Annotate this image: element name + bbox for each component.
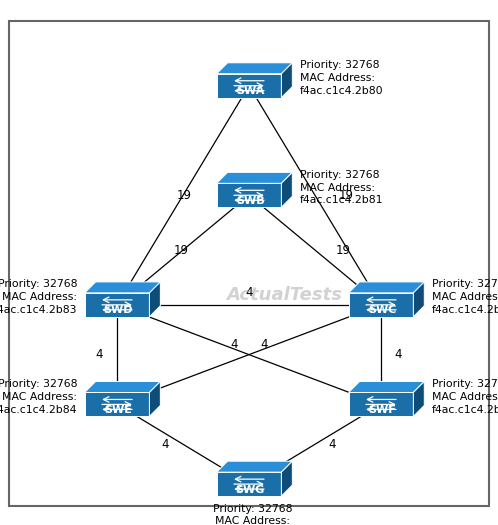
Polygon shape xyxy=(349,282,424,293)
Polygon shape xyxy=(217,63,292,74)
Polygon shape xyxy=(349,293,413,317)
Text: Priority: 32768
MAC Address:
f4ac.c1c4.2b83: Priority: 32768 MAC Address: f4ac.c1c4.2… xyxy=(0,279,77,315)
Text: Priority: 32768
MAC Address:
f4ac.c1c4.2b81: Priority: 32768 MAC Address: f4ac.c1c4.2… xyxy=(300,170,383,205)
Text: 4: 4 xyxy=(329,438,336,451)
Polygon shape xyxy=(413,282,424,317)
Polygon shape xyxy=(217,183,281,207)
Text: 4: 4 xyxy=(96,348,104,361)
Text: SWE: SWE xyxy=(104,405,132,415)
Text: Priority: 32768
MAC Address:
f4ac.c1c4.2b86: Priority: 32768 MAC Address: f4ac.c1c4.2… xyxy=(211,503,294,525)
Text: 19: 19 xyxy=(338,189,353,202)
Text: SWF: SWF xyxy=(368,405,396,415)
Polygon shape xyxy=(149,282,160,317)
Text: 4: 4 xyxy=(162,438,169,451)
Polygon shape xyxy=(85,282,160,293)
Text: SWB: SWB xyxy=(236,196,264,206)
Polygon shape xyxy=(281,172,292,207)
Polygon shape xyxy=(281,461,292,496)
Polygon shape xyxy=(85,382,160,393)
Polygon shape xyxy=(349,393,413,416)
Text: 19: 19 xyxy=(174,244,189,257)
Text: 19: 19 xyxy=(176,189,191,202)
Text: 19: 19 xyxy=(336,244,351,257)
Polygon shape xyxy=(217,172,292,183)
Polygon shape xyxy=(281,63,292,98)
Polygon shape xyxy=(85,393,149,416)
Text: SWD: SWD xyxy=(104,306,133,316)
Polygon shape xyxy=(217,74,281,98)
Text: 4: 4 xyxy=(230,338,238,351)
Text: 4: 4 xyxy=(394,348,402,361)
Polygon shape xyxy=(149,382,160,416)
Polygon shape xyxy=(349,382,424,393)
Text: Priority: 32768
MAC Address:
f4ac.c1c4.2b84: Priority: 32768 MAC Address: f4ac.c1c4.2… xyxy=(0,379,77,415)
Text: 4: 4 xyxy=(245,286,253,299)
Polygon shape xyxy=(85,293,149,317)
FancyBboxPatch shape xyxy=(9,22,489,506)
Text: ActualTests: ActualTests xyxy=(226,286,342,304)
Text: SWA: SWA xyxy=(236,86,264,96)
Text: SWC: SWC xyxy=(368,306,396,316)
Polygon shape xyxy=(217,472,281,496)
Text: Priority: 32768
MAC Address:
f4ac.c1c4.2b82: Priority: 32768 MAC Address: f4ac.c1c4.2… xyxy=(432,279,498,315)
Text: Priority: 32768
MAC Address:
f4ac.c1c4.2b85: Priority: 32768 MAC Address: f4ac.c1c4.2… xyxy=(432,379,498,415)
Polygon shape xyxy=(217,461,292,472)
Text: SWG: SWG xyxy=(236,485,265,495)
Text: Priority: 32768
MAC Address:
f4ac.c1c4.2b80: Priority: 32768 MAC Address: f4ac.c1c4.2… xyxy=(300,60,383,96)
Text: 4: 4 xyxy=(260,338,268,351)
Polygon shape xyxy=(413,382,424,416)
